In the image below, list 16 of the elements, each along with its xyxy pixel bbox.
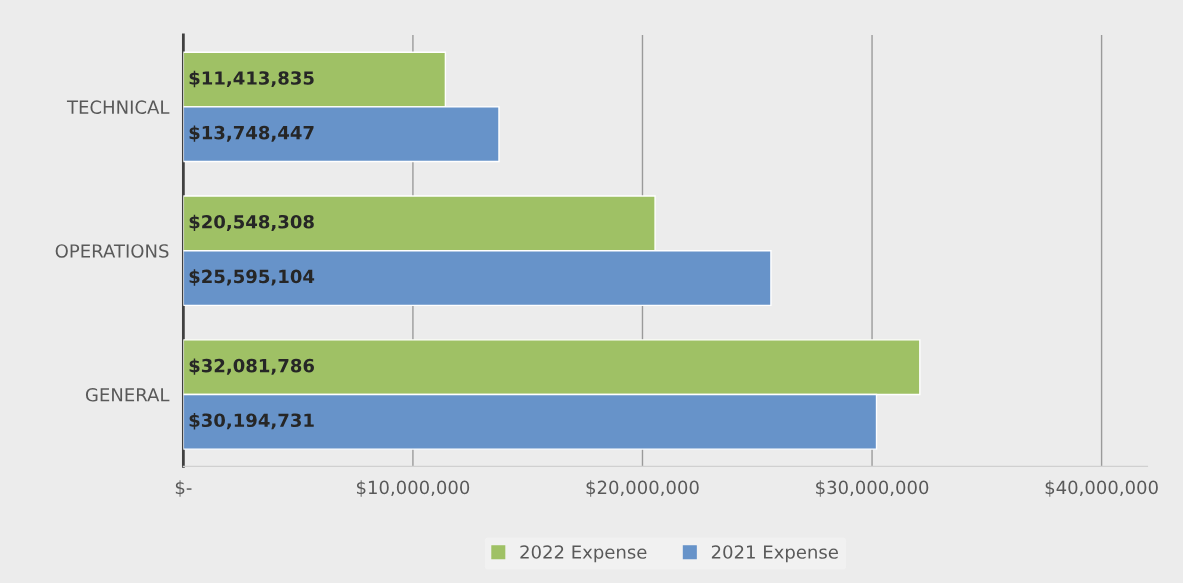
data-label: $30,194,731: [189, 413, 314, 430]
x-tick-label: $-: [175, 480, 192, 497]
legend-label: 2021 Expense: [711, 545, 838, 563]
x-tick-label: $20,000,000: [586, 480, 699, 497]
data-label: $20,548,308: [189, 214, 314, 231]
data-label: $11,413,835: [189, 70, 314, 88]
y-tick-label: TECHNICAL: [66, 100, 170, 114]
legend-label: 2022 Expense: [520, 545, 647, 563]
y-tick-label: GENERAL: [85, 387, 170, 402]
x-tick-label: $40,000,000: [1045, 480, 1158, 497]
data-label: $25,595,104: [189, 269, 315, 286]
data-label: $32,081,786: [189, 358, 314, 375]
data-label: $13,748,447: [189, 125, 314, 142]
y-tick-label: OPERATIONS: [55, 244, 169, 258]
x-tick-label: $30,000,000: [816, 480, 929, 497]
x-tick-label: $10,000,000: [356, 480, 470, 497]
